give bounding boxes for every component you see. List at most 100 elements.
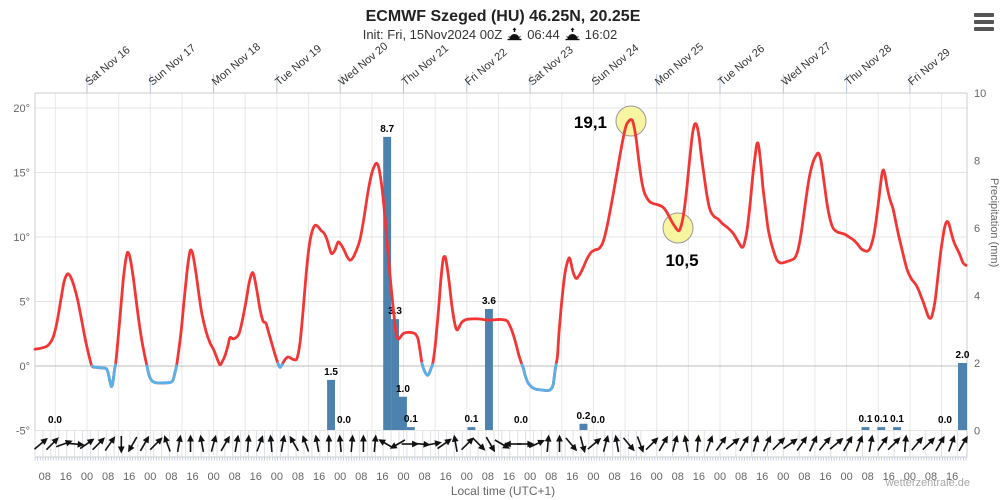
- day-label: Tue Nov 19: [273, 43, 324, 88]
- chart-context-menu-button[interactable]: [974, 13, 994, 31]
- day-label: Tue Nov 26: [716, 43, 767, 88]
- wind-arrow-icon: [92, 437, 106, 451]
- wind-arrow-icon: [437, 438, 452, 450]
- time-label: 00: [271, 471, 283, 483]
- wind-arrow-icon: [556, 434, 563, 452]
- precip-zero-label: 0.0: [591, 415, 605, 426]
- time-label: 08: [925, 471, 937, 483]
- wind-arrow-icon: [796, 436, 808, 452]
- sunset-time: 16:02: [584, 27, 618, 42]
- precip-axis-label: 6: [974, 223, 980, 235]
- time-label: 16: [629, 471, 641, 483]
- time-label: 16: [503, 471, 515, 483]
- wind-arrow-icon: [256, 435, 264, 452]
- wind-arrow-icon: [772, 437, 786, 451]
- day-label: Thu Nov 28: [843, 43, 894, 89]
- precip-bar-label: 3.6: [482, 296, 496, 307]
- time-label: 08: [608, 471, 620, 483]
- time-label: 08: [229, 471, 241, 483]
- time-label: 08: [39, 471, 51, 483]
- wind-arrow-icon: [244, 434, 252, 453]
- wind-arrow-icon: [694, 434, 702, 453]
- precip-zero-label: 0.0: [514, 415, 528, 426]
- wind-arrow-icon: [348, 434, 356, 453]
- wind-arrow-icon: [104, 436, 116, 452]
- day-label: Sun Nov 17: [147, 42, 199, 88]
- wind-arrow-icon: [808, 435, 818, 452]
- precip-axis-label: 2: [974, 358, 980, 370]
- time-label: 08: [672, 471, 684, 483]
- wind-arrow-icon: [117, 436, 125, 454]
- wind-arrow-icon: [544, 434, 552, 453]
- wind-arrow-icon: [198, 434, 205, 453]
- day-label: Sun Nov 24: [590, 42, 642, 88]
- time-label: 00: [207, 471, 219, 483]
- time-label: 08: [798, 471, 810, 483]
- wind-arrow-icon: [451, 434, 459, 453]
- precip-bar-label: 3.3: [388, 306, 402, 317]
- precip-bar: [579, 423, 588, 430]
- watermark: wetterzentrale.de: [885, 477, 970, 489]
- temperature-line-below-zero: [145, 364, 178, 385]
- wind-arrow-icon: [645, 437, 659, 451]
- precip-bar: [391, 319, 399, 430]
- wind-arrow-icon: [887, 437, 901, 451]
- precip-axis-label: 8: [974, 156, 980, 168]
- wind-arrow-icon: [911, 436, 924, 451]
- precip-bar-label: 0.2: [576, 411, 590, 422]
- wind-arrow-icon: [360, 434, 367, 452]
- precip-axis-label: 0: [974, 426, 980, 438]
- time-label: 00: [334, 471, 346, 483]
- wind-arrow-icon: [389, 439, 406, 449]
- temperature-line: [33, 118, 968, 392]
- precip-axis-label: 4: [974, 291, 980, 303]
- precip-bar-label: 0.1: [874, 414, 888, 425]
- wind-arrow-icon: [715, 436, 727, 452]
- precip-axis-title: Precipitation (mm): [988, 178, 1000, 268]
- time-label: 08: [292, 471, 304, 483]
- time-label: 00: [840, 471, 852, 483]
- precip-bar-label: 0.1: [858, 414, 872, 425]
- wind-arrow-icon: [935, 435, 945, 452]
- precip-bar-label: 1.5: [324, 367, 338, 378]
- day-label: Fri Nov 22: [463, 46, 510, 88]
- wind-arrow-icon: [139, 435, 150, 452]
- day-label: Sat Nov 23: [526, 44, 575, 88]
- wind-arrow-icon: [176, 434, 183, 453]
- wind-arrow-icon: [658, 435, 668, 452]
- wind-arrow-icon: [45, 437, 59, 451]
- precip-bar-label: 1.0: [396, 384, 410, 395]
- day-label: Mon Nov 18: [210, 41, 263, 88]
- time-label: 16: [123, 471, 135, 483]
- wind-arrow-icon: [818, 436, 831, 451]
- precip-bar: [383, 136, 392, 430]
- wind-arrow-icon: [636, 436, 645, 453]
- time-label: 08: [102, 471, 114, 483]
- chart-subtitle: Init: Fri, 15Nov2024 00Z 06:44 16:02: [0, 27, 980, 42]
- wind-arrow-icon: [220, 435, 230, 452]
- time-label: 16: [313, 471, 325, 483]
- precip-bar: [877, 427, 886, 430]
- day-label: Fri Nov 29: [906, 46, 953, 88]
- time-label: 16: [946, 471, 958, 483]
- wind-arrow-icon: [682, 434, 690, 453]
- time-label: 16: [883, 471, 895, 483]
- wind-arrow-icon: [948, 435, 956, 452]
- wind-arrow-icon: [187, 434, 194, 452]
- time-label: 16: [693, 471, 705, 483]
- time-label: 00: [81, 471, 93, 483]
- time-label: 00: [524, 471, 536, 483]
- wind-arrow-icon: [867, 434, 875, 453]
- wind-arrow-icon: [485, 436, 496, 453]
- wind-arrow-icon: [371, 434, 379, 453]
- wind-arrow-icon: [67, 440, 85, 448]
- precip-bar: [893, 427, 901, 430]
- annotation-value-label: 19,1: [574, 113, 607, 132]
- precip-axis-label: 10: [974, 88, 986, 100]
- time-label: 08: [418, 471, 430, 483]
- wind-arrow-icon: [325, 434, 333, 452]
- wind-arrow-icon: [613, 434, 621, 453]
- wind-arrow-icon: [460, 437, 474, 451]
